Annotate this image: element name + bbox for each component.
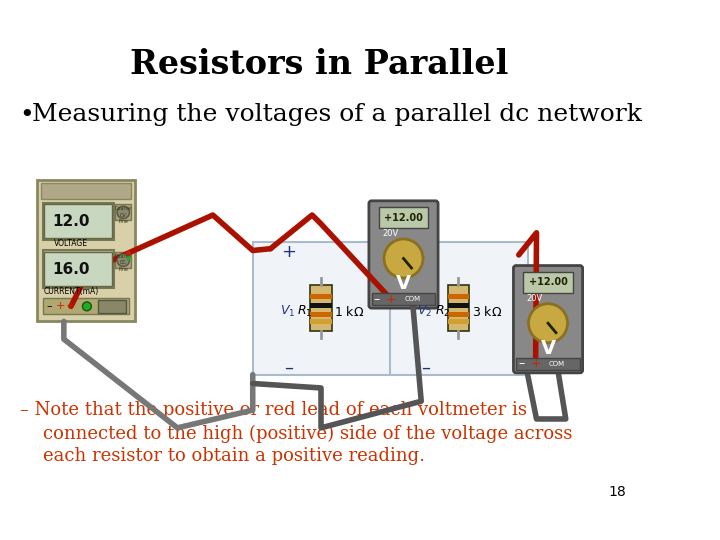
Text: –: –	[421, 359, 430, 376]
Text: •: •	[19, 103, 35, 127]
Bar	[37, 179, 135, 321]
FancyBboxPatch shape	[369, 201, 438, 308]
Bar	[516, 358, 580, 370]
Circle shape	[117, 254, 130, 266]
Text: +: +	[66, 301, 76, 312]
Bar	[448, 303, 469, 308]
Text: COM: COM	[549, 361, 565, 367]
Text: Coarse: Coarse	[114, 206, 132, 211]
Text: connected to the high (positive) side of the voltage across: connected to the high (positive) side of…	[19, 424, 572, 443]
Bar	[42, 299, 130, 314]
Text: each resistor to obtain a positive reading.: each resistor to obtain a positive readi…	[19, 447, 425, 465]
Bar	[97, 300, 126, 313]
Bar	[310, 294, 332, 299]
Text: V: V	[396, 274, 411, 293]
Text: –: –	[518, 357, 525, 370]
Bar	[45, 204, 112, 238]
Bar	[42, 251, 114, 288]
Text: 18: 18	[608, 485, 626, 499]
Text: Measuring the voltages of a parallel dc network: Measuring the voltages of a parallel dc …	[32, 103, 642, 126]
Bar	[41, 183, 131, 199]
Circle shape	[127, 256, 131, 261]
Text: +: +	[531, 357, 541, 370]
Text: COM: COM	[405, 296, 420, 302]
Text: 3 k$\Omega$: 3 k$\Omega$	[472, 305, 502, 319]
Text: –: –	[284, 359, 293, 376]
Text: 1 k$\Omega$: 1 k$\Omega$	[334, 305, 364, 319]
Text: +: +	[55, 301, 65, 312]
Bar	[310, 312, 332, 317]
Text: $R_1$: $R_1$	[297, 304, 312, 319]
Bar	[448, 312, 469, 317]
Text: CURRENT(mA): CURRENT(mA)	[43, 287, 99, 296]
Text: Resistors in Parallel: Resistors in Parallel	[130, 48, 508, 81]
Text: –: –	[374, 293, 380, 306]
Text: CC: CC	[120, 260, 127, 265]
Bar	[310, 319, 332, 324]
Circle shape	[384, 239, 423, 278]
Circle shape	[528, 303, 567, 343]
Bar	[45, 252, 112, 286]
Text: +12.00: +12.00	[384, 213, 423, 222]
Text: $R_2$: $R_2$	[435, 304, 450, 319]
Bar	[253, 241, 528, 375]
Text: +: +	[418, 243, 433, 261]
Text: Coarse: Coarse	[114, 254, 132, 259]
Text: $V_1$: $V_1$	[279, 304, 295, 319]
Bar	[115, 252, 131, 268]
Bar	[310, 303, 332, 308]
Text: +12.00: +12.00	[528, 278, 567, 287]
Bar	[42, 202, 114, 240]
Text: V: V	[541, 339, 556, 357]
Text: Fine: Fine	[118, 219, 128, 224]
Text: VOLTAGE: VOLTAGE	[54, 239, 88, 248]
Circle shape	[127, 251, 131, 255]
Text: 20V: 20V	[527, 294, 543, 303]
Text: +: +	[386, 293, 397, 306]
Text: 16.0: 16.0	[52, 261, 90, 276]
Bar	[448, 285, 469, 331]
Text: +: +	[281, 243, 296, 261]
Text: 20V: 20V	[382, 229, 398, 238]
Bar	[448, 319, 469, 324]
FancyBboxPatch shape	[513, 266, 582, 373]
Bar	[115, 204, 131, 220]
Circle shape	[117, 206, 130, 219]
Bar	[310, 285, 332, 331]
Bar	[379, 207, 428, 228]
Text: $V_2$: $V_2$	[417, 304, 432, 319]
Text: 12.0: 12.0	[52, 214, 90, 229]
Bar	[523, 272, 573, 293]
Text: Fine: Fine	[118, 267, 128, 272]
Text: CV: CV	[120, 213, 127, 218]
Text: –: –	[47, 301, 53, 312]
Bar	[448, 294, 469, 299]
Circle shape	[83, 302, 91, 311]
Text: – Note that the positive or red lead of each voltmeter is: – Note that the positive or red lead of …	[19, 401, 526, 419]
Bar	[372, 293, 436, 306]
